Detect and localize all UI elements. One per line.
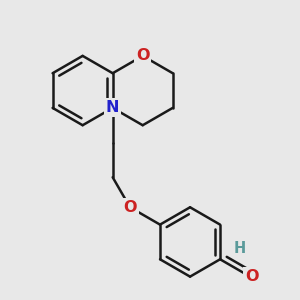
- Text: N: N: [106, 100, 119, 116]
- Text: O: O: [245, 269, 259, 284]
- Text: O: O: [123, 200, 137, 215]
- Text: O: O: [136, 48, 149, 63]
- Text: H: H: [233, 241, 246, 256]
